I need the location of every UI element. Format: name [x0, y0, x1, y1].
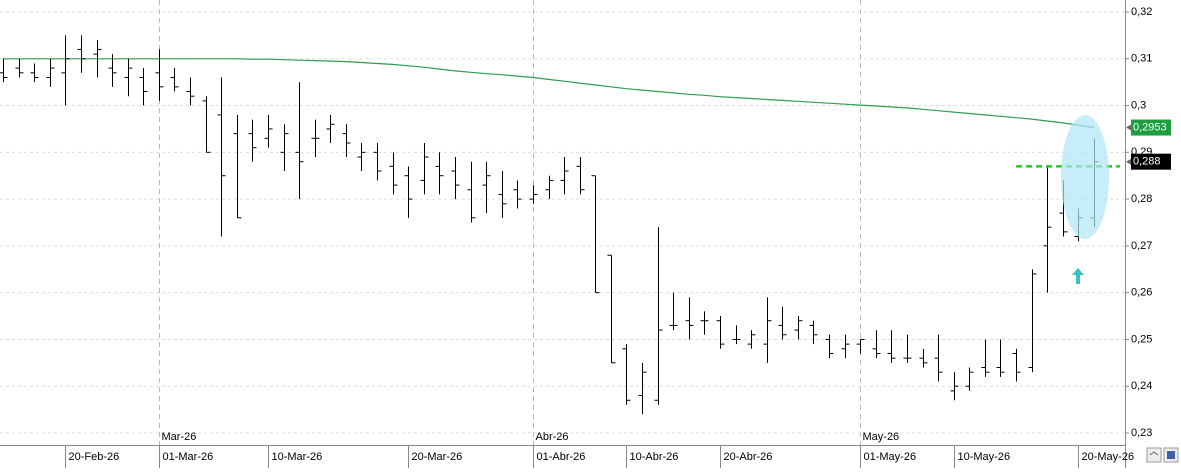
y-tick-label: 0,28: [1131, 193, 1152, 205]
x-tick-label: 01-May-26: [864, 451, 917, 463]
marks: [0, 35, 1120, 415]
toolbar: [1146, 447, 1179, 463]
y-tick-label: 0,32: [1131, 6, 1152, 18]
moving-average-line: [3, 58, 1095, 129]
x-tick-label: 01-Mar-26: [163, 451, 214, 463]
y-tick-label: 0,27: [1131, 240, 1152, 252]
x-tick-label: 20-Feb-26: [69, 451, 120, 463]
x-tick-label: 10-Mar-26: [272, 451, 323, 463]
x-tick-label: 20-May-26: [1082, 451, 1135, 463]
up-arrow: [1072, 268, 1084, 284]
toolbar-button[interactable]: [1146, 447, 1162, 463]
highlight-ellipse: [1061, 115, 1109, 239]
y-tick-label: 0,3: [1131, 99, 1146, 111]
price-pointer: [1126, 124, 1131, 131]
toolbar-icon: [1149, 451, 1159, 456]
y-tick-label: 0,25: [1131, 333, 1152, 345]
price-label: 0,288: [1133, 156, 1161, 168]
month-label: Mar-26: [162, 431, 197, 443]
y-tick-label: 0,24: [1131, 380, 1152, 392]
x-tick-label: 20-Mar-26: [412, 451, 463, 463]
y-tick-label: 0,23: [1131, 427, 1152, 439]
y-tick-label: 0,31: [1131, 53, 1152, 65]
month-label: Abr-26: [536, 431, 569, 443]
x-tick-label: 20-Abr-26: [724, 451, 773, 463]
x-tick-label: 10-May-26: [958, 451, 1011, 463]
y-tick-label: 0,26: [1131, 287, 1152, 299]
month-label: May-26: [863, 431, 900, 443]
price-label-box: [1131, 153, 1171, 170]
x-tick-label: 10-Abr-26: [630, 451, 679, 463]
price-label: 0,2953: [1133, 121, 1167, 133]
price-label-box: [1131, 119, 1171, 136]
x-tick-label: 01-Abr-26: [537, 451, 586, 463]
toolbar-icon: [1167, 451, 1175, 459]
price-pointer: [1126, 158, 1131, 165]
